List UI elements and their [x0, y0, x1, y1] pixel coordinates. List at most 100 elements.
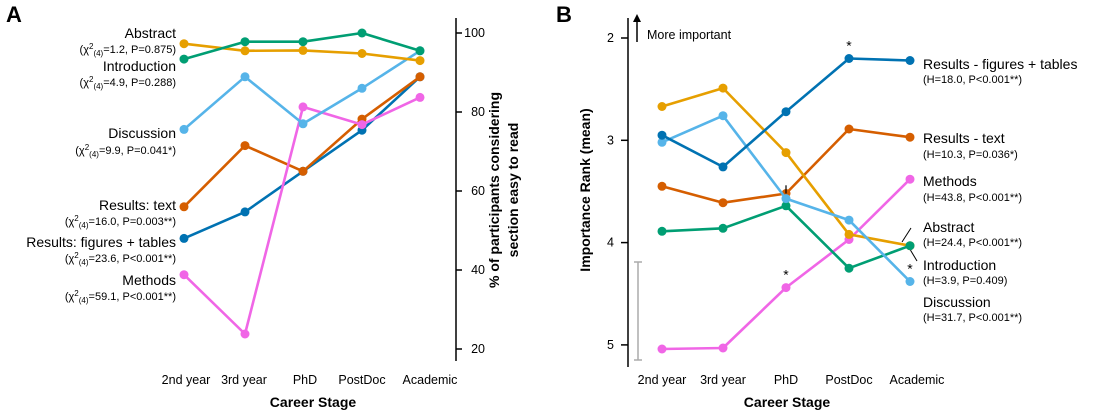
panel-b-significance-stars: * * * — [783, 38, 913, 283]
panel-a-point-methods — [298, 102, 308, 112]
panel-b-x-tick-label: 3rd year — [700, 373, 746, 387]
panel-a-y-tick-label: 40 — [471, 263, 485, 277]
panel-b-point-results-figures-tables — [781, 107, 791, 117]
panel-a-y-tick-label: 100 — [464, 26, 485, 40]
stat-superscript: 2 — [74, 251, 79, 260]
panel-a-point-introduction — [298, 37, 308, 47]
panel-b-x-tick-label: Academic — [890, 373, 945, 387]
panel-b-y-tick-label: 2 — [607, 31, 614, 45]
panel-b-stat-results-text: (H=10.3, P=0.036*) — [923, 149, 1018, 161]
panel-a-label-introduction: Introduction — [103, 58, 176, 74]
panel-a-y-ticks: 20 40 60 80 100 — [456, 26, 485, 356]
significance-star-methods: * — [783, 267, 789, 283]
panel-a-point-results-figures-tables — [179, 233, 189, 243]
panel-a-label-results-text: Results: text — [99, 197, 176, 213]
panel-b-point-abstract — [781, 148, 791, 158]
stat-subscript: (4) — [93, 82, 103, 91]
panel-b-point-results-text — [844, 124, 854, 134]
panel-b-point-abstract — [657, 102, 667, 111]
panel-b-x-axis-title: Career Stage — [744, 394, 831, 410]
panel-b-y-tick-label: 3 — [607, 133, 614, 147]
panel-a-point-results-text — [415, 72, 425, 82]
panel-a-point-methods — [357, 120, 367, 130]
significance-star-discussion: * — [907, 261, 913, 277]
panel-a-point-results-text — [179, 202, 189, 212]
panel-a-y-axis-title-line1: % of participants considering — [486, 92, 502, 288]
panel-b-series-labels: Results - figures + tables (H=18.0, P<0.0… — [923, 56, 1077, 324]
stat-subscript: (4) — [79, 296, 89, 305]
stat-prefix: (χ — [80, 44, 90, 56]
panel-a-label-results-figures-tables: Results: figures + tables — [26, 234, 176, 250]
panel-b-x-tick-label: PostDoc — [825, 373, 872, 387]
stat-suffix: =4.9, P=0.288) — [103, 77, 176, 89]
stat-suffix: =9.9, P=0.041*) — [99, 145, 176, 157]
panel-a-line-methods — [183, 96, 421, 336]
panel-a-x-ticks: 2nd year 3rd year PhD PostDoc Academic — [162, 373, 458, 387]
panel-b-stat-introduction: (H=3.9, P=0.409) — [923, 275, 1007, 287]
panel-b-y-tick-label: 5 — [607, 338, 614, 352]
panel-a-point-abstract — [298, 45, 308, 55]
panel-a-line-results-text — [183, 75, 421, 208]
panel-a-point-methods — [415, 92, 425, 102]
stat-prefix: (χ — [65, 216, 75, 228]
stat-superscript: 2 — [74, 214, 79, 223]
panel-a-x-tick-label: PhD — [293, 373, 317, 387]
panel-b-y-ticks: 2 3 4 5 — [607, 31, 628, 352]
panel-a-x-tick-label: Academic — [403, 373, 458, 387]
significance-star-results-figures-tables: * — [846, 38, 852, 54]
arrow-head-icon — [633, 14, 641, 22]
panel-a-point-introduction — [179, 54, 189, 64]
panel-b-point-methods — [657, 344, 667, 354]
panel-a-y-axis-title-line2: section easy to read — [505, 123, 521, 258]
panel-b-label-methods: Methods — [923, 173, 977, 189]
panel-b-y-tick-label: 4 — [607, 236, 614, 250]
panel-a-letter: A — [6, 2, 22, 27]
panel-a-point-discussion — [357, 83, 367, 93]
panel-b-point-results-figures-tables — [657, 130, 667, 140]
panel-a-stat-results-figures-tables: (χ2(4)=23.6, P<0.001**) — [65, 251, 176, 267]
panel-a-point-abstract — [415, 56, 425, 66]
panel-b-point-results-text — [718, 198, 728, 208]
stat-subscript: (4) — [93, 49, 103, 58]
panel-a-x-axis-title: Career Stage — [270, 394, 357, 410]
stat-subscript: (4) — [79, 258, 89, 267]
panel-b-point-abstract — [718, 83, 728, 93]
panel-b-point-results-text — [905, 132, 915, 142]
panel-b-label-discussion: Discussion — [923, 294, 991, 310]
stat-prefix: (χ — [65, 291, 75, 303]
panel-b-label-results-figures-tables: Results - figures + tables — [923, 56, 1077, 72]
panel-a-y-tick-label: 80 — [471, 105, 485, 119]
panel-a-point-methods — [179, 270, 189, 280]
panel-a-y-tick-label: 20 — [471, 342, 485, 356]
stat-subscript: (4) — [89, 150, 99, 159]
panel-b-point-methods — [718, 343, 728, 353]
panel-a-x-tick-label: PostDoc — [338, 373, 385, 387]
panel-b-stat-results-figures-tables: (H=18.0, P<0.001**) — [923, 74, 1022, 86]
stat-superscript: 2 — [89, 42, 94, 51]
panel-b-point-introduction — [718, 223, 728, 233]
panel-b-label-introduction: Introduction — [923, 257, 996, 273]
panel-a-point-results-text — [240, 141, 250, 151]
stat-prefix: (χ — [65, 253, 75, 265]
stat-suffix: =59.1, P<0.001**) — [89, 291, 176, 303]
panel-a-point-discussion — [240, 72, 250, 82]
panel-a-point-results-figures-tables — [240, 207, 250, 217]
panel-b-point-discussion — [657, 137, 667, 147]
stat-superscript: 2 — [74, 289, 79, 298]
panel-a-stat-introduction: (χ2(4)=4.9, P=0.288) — [80, 75, 176, 91]
panel-b-point-results-figures-tables — [718, 162, 728, 172]
panel-a-stat-results-text: (χ2(4)=16.0, P=0.003**) — [65, 214, 176, 230]
stat-superscript: 2 — [89, 75, 94, 84]
panel-a-y-tick-label: 60 — [471, 184, 485, 198]
panel-b-x-tick-label: PhD — [774, 373, 798, 387]
panel-b-point-results-figures-tables — [844, 54, 854, 63]
panel-b-label-results-text: Results - text — [923, 130, 1005, 146]
panel-a-label-abstract: Abstract — [125, 25, 176, 41]
stat-suffix: =16.0, P=0.003**) — [89, 216, 176, 228]
panel-a-point-abstract — [179, 39, 189, 49]
panel-b-point-methods — [905, 174, 915, 184]
panel-b-point-introduction — [844, 263, 854, 273]
panel-a-label-methods: Methods — [122, 272, 176, 288]
panel-b-point-discussion — [844, 215, 854, 225]
panel-b-point-discussion — [718, 111, 728, 121]
